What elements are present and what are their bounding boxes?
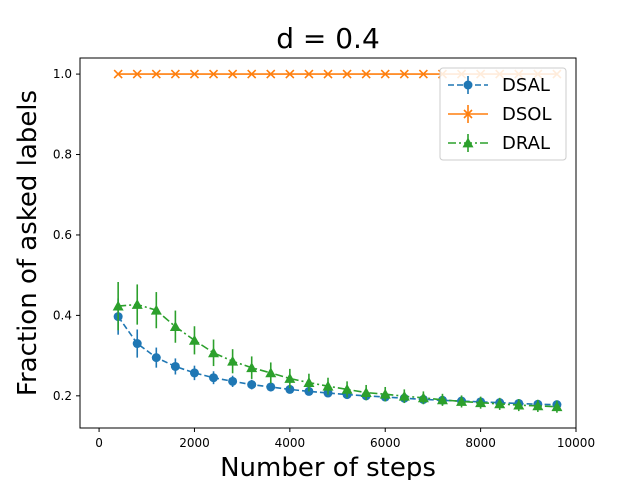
dral-point bbox=[341, 383, 353, 394]
dral-point bbox=[417, 392, 429, 403]
dsol-point bbox=[380, 69, 390, 79]
y-tick-label: 0.6 bbox=[53, 228, 72, 242]
dral-point bbox=[284, 373, 296, 383]
x-tick-label: 2000 bbox=[179, 436, 210, 450]
dral-point bbox=[303, 377, 315, 387]
dral-point bbox=[131, 299, 143, 309]
legend-label-dral: DRAL bbox=[502, 133, 550, 154]
dsol-point bbox=[189, 69, 200, 79]
dral-point bbox=[188, 334, 200, 345]
dsol-point bbox=[228, 69, 238, 79]
x-tick-label: 8000 bbox=[465, 436, 496, 450]
dsol-point bbox=[170, 69, 180, 79]
y-tick-label: 0.4 bbox=[53, 308, 72, 322]
dsal-point bbox=[247, 380, 257, 390]
x-tick-label: 10000 bbox=[557, 436, 595, 450]
dral-point bbox=[227, 355, 239, 366]
dsol-point bbox=[208, 69, 219, 79]
legend-box bbox=[439, 67, 567, 161]
dral-point bbox=[150, 304, 162, 315]
dral-point bbox=[322, 380, 334, 391]
dsol-point bbox=[323, 69, 333, 79]
dral-point bbox=[494, 398, 506, 409]
dral-point bbox=[169, 321, 181, 332]
dral-point bbox=[456, 395, 468, 406]
dsol-point bbox=[285, 69, 295, 79]
chart-title: d = 0.4 bbox=[276, 22, 380, 55]
dsol-point bbox=[399, 69, 409, 79]
plot-frame bbox=[79, 57, 577, 429]
dsol-point bbox=[304, 69, 314, 79]
legend: DSAL DSOL DRAL bbox=[439, 67, 567, 161]
dsol-point bbox=[132, 69, 142, 79]
dral-point bbox=[208, 347, 220, 358]
dral-point bbox=[246, 362, 258, 373]
dsol-point bbox=[342, 69, 352, 79]
legend-marker-dsal bbox=[463, 80, 473, 90]
dsal-point bbox=[151, 353, 161, 363]
y-tick-label: 0.8 bbox=[53, 148, 72, 162]
x-axis-label: Number of steps bbox=[220, 453, 436, 480]
dsal-point bbox=[132, 339, 142, 349]
dsal-point bbox=[266, 382, 276, 392]
dral-point bbox=[475, 397, 487, 408]
dsol-point bbox=[418, 69, 428, 79]
dral-point bbox=[436, 394, 448, 405]
dral-point bbox=[532, 400, 544, 411]
y-axis-ticks: 0.2 0.4 0.6 0.8 1.0 bbox=[53, 67, 80, 403]
dral-point bbox=[112, 300, 124, 311]
dral-point bbox=[360, 387, 372, 398]
y-tick-label: 1.0 bbox=[53, 67, 72, 81]
dsal-point bbox=[189, 368, 199, 378]
legend-label-dsol: DSOL bbox=[502, 104, 551, 125]
dsol-point bbox=[113, 69, 123, 79]
dral-point bbox=[265, 367, 277, 378]
dsal-point bbox=[228, 376, 238, 386]
x-tick-label: 0 bbox=[95, 436, 103, 450]
dsal-point bbox=[170, 361, 180, 371]
legend-marker-dral bbox=[462, 137, 474, 148]
x-tick-label: 4000 bbox=[275, 436, 306, 450]
y-tick-label: 0.2 bbox=[53, 389, 72, 403]
dral-point bbox=[513, 399, 525, 410]
dsol-point bbox=[361, 69, 371, 79]
dsal-point bbox=[285, 384, 295, 394]
dral-point bbox=[379, 388, 391, 399]
dsal-point bbox=[209, 373, 219, 383]
dral-point bbox=[551, 401, 563, 412]
dsol-point bbox=[151, 69, 161, 79]
x-tick-label: 6000 bbox=[370, 436, 401, 450]
y-axis-label: Fraction of asked labels bbox=[13, 90, 43, 396]
x-axis-ticks: 0 2000 4000 6000 8000 10000 bbox=[95, 428, 595, 450]
dsol-point bbox=[266, 69, 276, 79]
dsol-point bbox=[247, 69, 257, 79]
series-dral bbox=[112, 282, 563, 413]
legend-marker-dsol bbox=[463, 109, 473, 119]
dral-point bbox=[398, 390, 410, 401]
legend-label-dsal: DSAL bbox=[502, 75, 550, 96]
